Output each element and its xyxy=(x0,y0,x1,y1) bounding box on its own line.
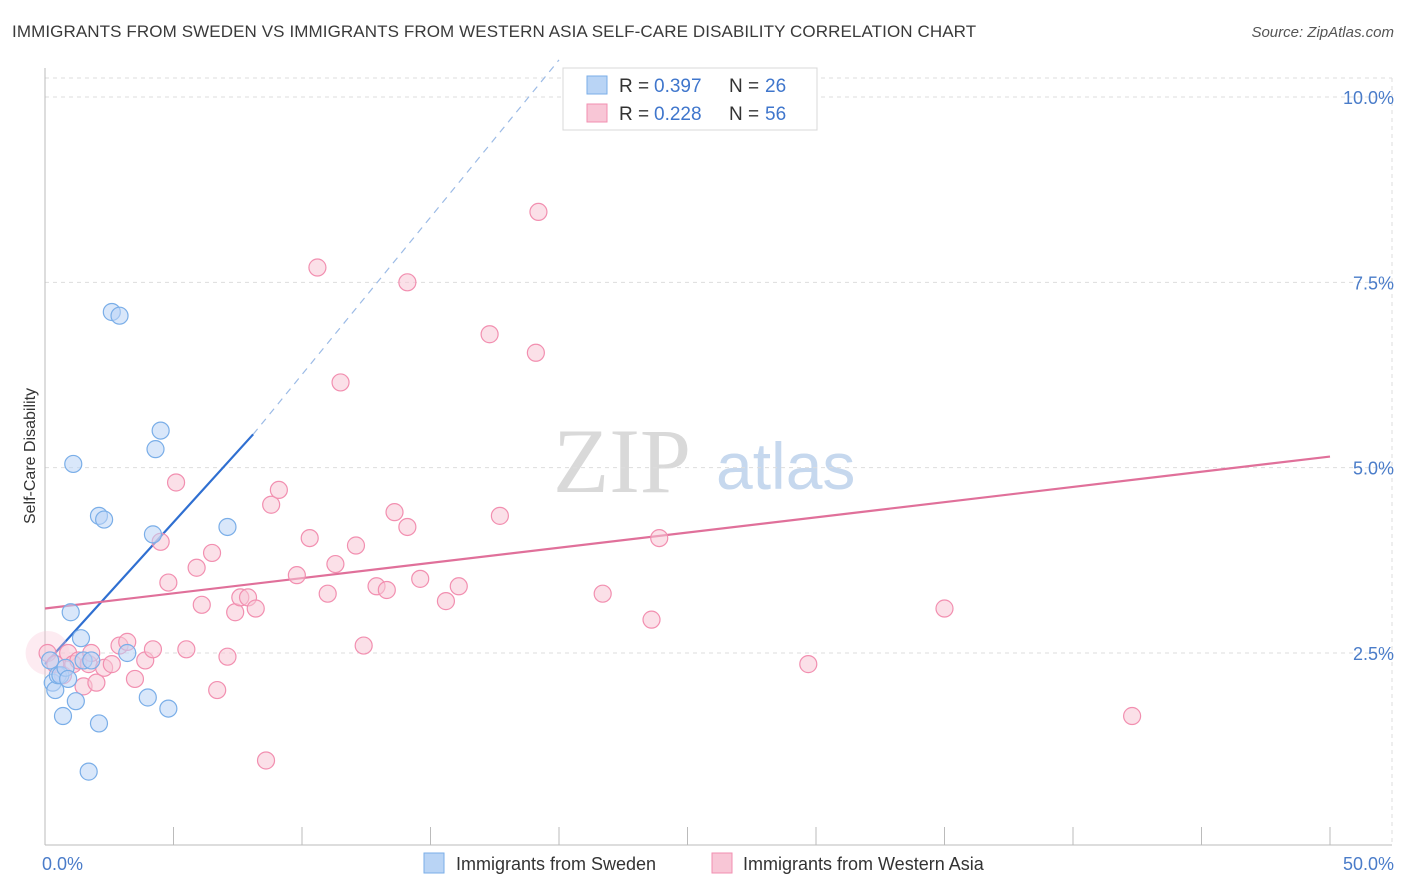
watermark-zip: ZIP xyxy=(553,410,691,512)
point-sweden xyxy=(146,440,165,459)
point-sweden xyxy=(118,643,137,663)
legend-n-label-sweden: N = xyxy=(729,76,759,97)
legend-n-label-western-asia: N = xyxy=(729,104,759,125)
point-western-asia xyxy=(246,599,265,618)
point-western-asia xyxy=(308,258,327,277)
point-sweden xyxy=(59,669,78,689)
point-western-asia xyxy=(218,647,237,666)
point-western-asia xyxy=(642,610,661,629)
point-western-asia xyxy=(256,751,276,770)
point-sweden xyxy=(82,651,101,670)
series-legend-swatch-sweden xyxy=(423,852,445,874)
point-western-asia xyxy=(346,536,366,555)
point-sweden xyxy=(110,306,129,325)
legend-r-value-sweden: 0.397 xyxy=(654,76,702,97)
y-tick-label: 10.0% xyxy=(1343,88,1394,108)
point-western-asia xyxy=(192,595,211,614)
point-western-asia xyxy=(449,577,468,596)
point-western-asia xyxy=(526,343,545,362)
point-western-asia xyxy=(799,655,818,674)
point-western-asia xyxy=(187,558,206,577)
trend-line-western-asia xyxy=(44,455,1331,610)
legend-r-value-western-asia: 0.228 xyxy=(654,104,702,125)
point-western-asia xyxy=(650,528,669,548)
point-sweden xyxy=(71,629,91,648)
point-western-asia xyxy=(300,528,319,548)
point-western-asia xyxy=(318,584,337,603)
legend-swatch-sweden xyxy=(586,75,608,95)
point-western-asia xyxy=(177,640,196,659)
point-western-asia xyxy=(125,669,145,689)
point-sweden xyxy=(89,714,109,733)
point-western-asia xyxy=(159,573,178,592)
y-axis-title: Self-Care Disability xyxy=(22,388,39,524)
chart-title: IMMIGRANTS FROM SWEDEN VS IMMIGRANTS FRO… xyxy=(12,22,977,41)
y-tick-label: 2.5% xyxy=(1353,644,1394,664)
series-legend-label-western-asia: Immigrants from Western Asia xyxy=(743,854,985,874)
data-points xyxy=(25,202,1142,781)
point-western-asia xyxy=(143,640,163,659)
point-western-asia xyxy=(87,673,106,692)
point-sweden xyxy=(53,706,73,726)
point-western-asia xyxy=(166,473,186,492)
y-tick-labels: 2.5% 5.0% 7.5% 10.0% xyxy=(1343,88,1394,664)
point-sweden xyxy=(64,454,83,474)
point-western-asia xyxy=(326,554,345,574)
point-sweden xyxy=(61,603,80,622)
point-sweden xyxy=(66,692,85,711)
axes xyxy=(44,68,1392,846)
point-western-asia xyxy=(208,680,227,700)
point-western-asia xyxy=(398,273,417,292)
series-legend: Immigrants from Sweden Immigrants from W… xyxy=(423,852,985,874)
point-sweden xyxy=(138,688,157,707)
point-western-asia xyxy=(287,566,306,585)
point-sweden xyxy=(159,699,178,718)
legend-n-value-sweden: 26 xyxy=(765,76,786,97)
point-western-asia xyxy=(935,599,954,618)
series-legend-label-sweden: Immigrants from Sweden xyxy=(456,854,656,874)
y-tick-label: 5.0% xyxy=(1353,459,1394,479)
point-western-asia xyxy=(529,202,548,222)
series-legend-swatch-western-asia xyxy=(711,852,733,874)
point-western-asia xyxy=(377,580,396,600)
point-western-asia xyxy=(269,480,288,500)
point-sweden xyxy=(79,762,98,781)
trend-line-sweden-extension xyxy=(252,59,560,435)
point-western-asia xyxy=(354,636,373,655)
point-western-asia xyxy=(436,592,456,611)
point-sweden xyxy=(95,510,114,529)
point-western-asia xyxy=(202,543,222,563)
point-sweden xyxy=(151,421,170,440)
legend-r-label-western-asia: R = xyxy=(619,104,649,125)
point-sweden xyxy=(143,525,163,544)
x-tick-label-max: 50.0% xyxy=(1343,854,1394,874)
point-western-asia xyxy=(385,503,404,522)
legend-n-value-western-asia: 56 xyxy=(765,104,786,125)
point-western-asia xyxy=(262,495,281,514)
point-western-asia xyxy=(480,325,499,344)
x-tick-label-min: 0.0% xyxy=(42,854,83,874)
point-western-asia xyxy=(411,569,430,588)
point-western-asia xyxy=(593,584,612,603)
trend-line-sweden xyxy=(44,433,254,665)
trend-lines xyxy=(44,59,1331,665)
point-sweden xyxy=(41,651,60,670)
legend-swatch-western-asia xyxy=(586,103,608,123)
point-western-asia xyxy=(490,506,509,525)
y-tick-label: 7.5% xyxy=(1353,273,1394,293)
point-western-asia xyxy=(331,373,350,392)
point-western-asia xyxy=(102,655,121,674)
watermark-atlas: atlas xyxy=(716,429,855,503)
point-sweden xyxy=(218,517,237,537)
source-credit: Source: ZipAtlas.com xyxy=(1251,24,1394,41)
stats-legend: R = 0.397 N = 26 R = 0.228 N = 56 xyxy=(562,67,818,131)
point-western-asia xyxy=(1123,706,1142,726)
point-western-asia xyxy=(398,517,417,537)
legend-r-label-sweden: R = xyxy=(619,76,649,97)
